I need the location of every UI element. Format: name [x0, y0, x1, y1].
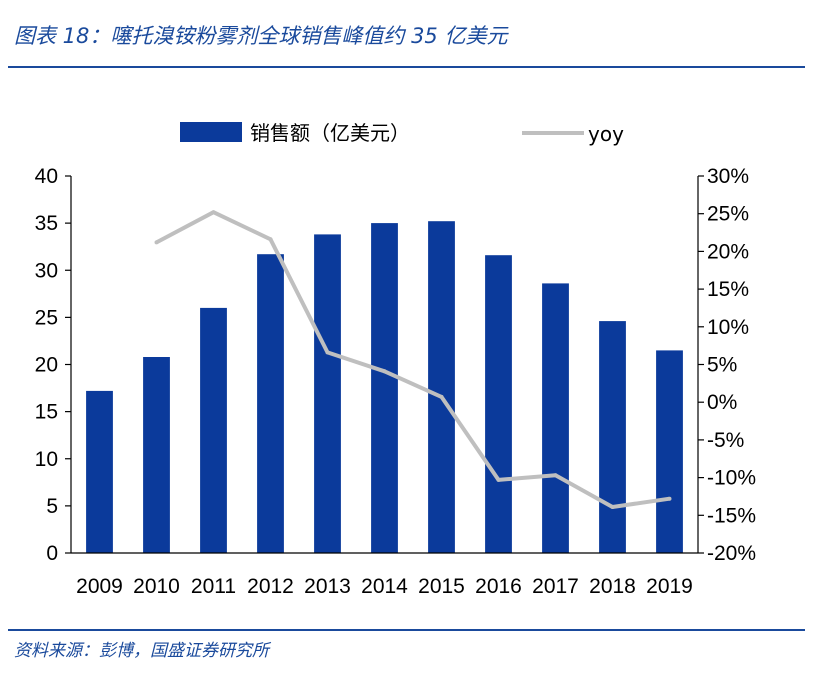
bar-2010: [143, 357, 170, 553]
yoy-point-2010: [154, 240, 159, 245]
x-tick-label: 2018: [589, 575, 636, 598]
left-tick-label: 10: [35, 448, 58, 471]
x-tick-label: 2019: [646, 575, 693, 598]
bar-2012: [257, 254, 284, 553]
yoy-point-2018: [610, 505, 615, 509]
bar-2011: [200, 307, 227, 553]
x-tick-label: 2012: [247, 575, 294, 598]
chart-axes: 0 5 10 15 20 25 30 35 40 -20% -15% -10% -5% 0% 5% 10% 15…: [35, 165, 756, 598]
right-tick-label: 0%: [707, 391, 737, 414]
bar-2019: [656, 350, 683, 553]
x-tick-label: 2017: [532, 575, 579, 598]
yoy-point-2017: [553, 473, 558, 478]
bar-2018: [599, 321, 626, 553]
yoy-point-2014: [382, 369, 387, 374]
figure-title: 图表 18：噻托溴铵粉雾剂全球销售峰值约 35 亿美元: [14, 24, 508, 48]
right-tick-label: -20%: [707, 542, 756, 565]
source-note: 资料来源：彭博，国盛证券研究所: [14, 641, 269, 661]
left-tick-label: 25: [35, 306, 58, 329]
bar-2014: [371, 223, 398, 553]
left-tick-label: 40: [35, 165, 58, 188]
bar-2017: [542, 283, 569, 553]
yoy-point-2012: [268, 237, 273, 242]
left-tick-label: 35: [35, 212, 58, 235]
yoy-point-2011: [211, 210, 216, 215]
left-tick-label: 0: [46, 542, 58, 565]
right-tick-label: 30%: [707, 165, 749, 188]
title-rule: [8, 66, 805, 68]
chart-legend: 销售额（亿美元） yoy: [180, 121, 624, 146]
source-rule: [8, 629, 805, 631]
left-tick-label: 5: [46, 495, 58, 518]
yoy-series: [154, 210, 672, 509]
bar-series: [86, 221, 683, 553]
legend-label-line: yoy: [588, 122, 624, 146]
bar-2016: [485, 255, 512, 553]
bar-2009: [86, 390, 113, 553]
x-tick-label: 2016: [475, 575, 522, 598]
left-tick-label: 15: [35, 401, 58, 424]
x-tick-label: 2009: [76, 575, 123, 598]
left-tick-label: 30: [35, 259, 58, 282]
x-tick-label: 2010: [133, 575, 180, 598]
legend-label-bar: 销售额（亿美元）: [250, 121, 410, 145]
right-tick-label: 10%: [707, 316, 749, 339]
x-tick-label: 2015: [418, 575, 465, 598]
x-tick-label: 2013: [304, 575, 351, 598]
yoy-point-2015: [439, 394, 444, 399]
yoy-point-2016: [496, 477, 501, 482]
right-tick-label: 15%: [707, 278, 749, 301]
right-tick-label: 5%: [707, 354, 737, 377]
right-tick-label: -10%: [707, 467, 756, 490]
legend-swatch-bar: [180, 122, 242, 142]
x-tick-label: 2011: [191, 575, 236, 598]
yoy-point-2019: [667, 496, 672, 501]
right-tick-label: -15%: [707, 504, 756, 527]
x-tick-label: 2014: [361, 575, 408, 598]
bar-2013: [314, 234, 341, 553]
bar-2015: [428, 221, 455, 553]
yoy-point-2013: [325, 350, 330, 355]
right-tick-label: -5%: [707, 429, 744, 452]
right-tick-label: 20%: [707, 240, 749, 263]
left-tick-label: 20: [35, 354, 58, 377]
right-tick-label: 25%: [707, 203, 749, 226]
yoy-line: [155, 210, 670, 509]
